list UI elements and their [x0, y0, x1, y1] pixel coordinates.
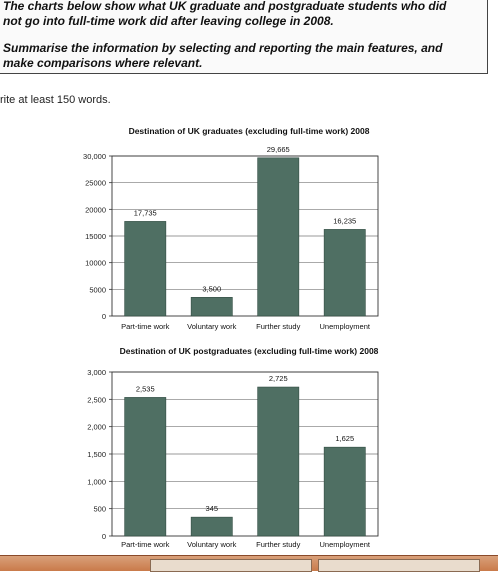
postgrad-plot-frame	[111, 371, 379, 537]
task-line-1: The charts below show what UK graduate a…	[3, 0, 447, 13]
grad-chart-title: Destination of UK graduates (excluding f…	[129, 126, 370, 136]
grad-bar-value-label: 16,235	[333, 216, 356, 225]
postgrad-bar	[323, 446, 366, 537]
grad-y-tick-label: 30,000	[83, 152, 106, 161]
grad-bar-value-label: 3,500	[202, 284, 221, 293]
grad-category-label: Unemployment	[320, 322, 371, 331]
grad-category-label: Part-time work	[121, 322, 170, 331]
postgrad-y-tick-label: 2,000	[87, 423, 106, 432]
grad-bar	[124, 221, 167, 317]
grad-y-tick-label: 10000	[85, 259, 106, 268]
task-line-4: make comparisons where relevant.	[3, 56, 203, 70]
postgraduates-chart-svg: Destination of UK postgraduates (excludi…	[87, 346, 379, 549]
grad-category-label: Further study	[256, 322, 300, 331]
grad-bar-value-label: 29,665	[267, 145, 290, 154]
grad-y-tick-label: 25000	[85, 179, 106, 188]
grad-y-tick-label: 0	[102, 312, 106, 321]
postgrad-chart-title: Destination of UK postgraduates (excludi…	[120, 346, 379, 356]
postgrad-bar-value-label: 1,625	[335, 434, 354, 443]
postgrad-bar	[190, 516, 233, 537]
grad-bar-value-label: 17,735	[134, 208, 157, 217]
grad-category-label: Voluntary work	[187, 322, 236, 331]
taskbar-tab	[318, 559, 480, 572]
postgrad-y-tick-label: 500	[93, 505, 106, 514]
task-line-3: Summarise the information by selecting a…	[3, 41, 443, 55]
taskbar-tab	[150, 559, 312, 572]
postgrad-category-label: Unemployment	[320, 540, 371, 549]
postgrad-category-label: Voluntary work	[187, 540, 236, 549]
grad-y-tick-label: 15000	[85, 232, 106, 241]
postgraduates-chart: Destination of UK postgraduates (excludi…	[0, 342, 498, 552]
postgrad-category-label: Further study	[256, 540, 300, 549]
postgrad-bar	[257, 386, 300, 537]
postgrad-y-tick-label: 0	[102, 532, 106, 541]
task-line-2: not go into full-time work did after lea…	[3, 14, 334, 28]
postgrad-bar	[124, 397, 167, 537]
grad-bar	[323, 229, 366, 317]
grad-y-tick-label: 5000	[89, 285, 106, 294]
postgrad-bar-value-label: 345	[205, 504, 218, 513]
postgrad-y-tick-label: 2,500	[87, 395, 106, 404]
grad-y-tick-label: 20000	[85, 205, 106, 214]
postgrad-bar-value-label: 2,725	[269, 374, 288, 383]
postgrad-y-tick-label: 3,000	[87, 368, 106, 377]
postgrad-y-tick-label: 1,000	[87, 477, 106, 486]
graduates-chart-svg: Destination of UK graduates (excluding f…	[83, 126, 379, 331]
graduates-chart: Destination of UK graduates (excluding f…	[0, 122, 498, 338]
grad-bar	[190, 297, 233, 317]
grad-bar	[257, 157, 300, 317]
postgrad-category-label: Part-time work	[121, 540, 170, 549]
task-instructions-box: The charts below show what UK graduate a…	[0, 0, 488, 74]
grad-plot-frame	[111, 155, 379, 317]
postgrad-y-tick-label: 1,500	[87, 450, 106, 459]
postgrad-bar-value-label: 2,535	[136, 384, 155, 393]
word-count-instruction: rite at least 150 words.	[0, 94, 111, 106]
